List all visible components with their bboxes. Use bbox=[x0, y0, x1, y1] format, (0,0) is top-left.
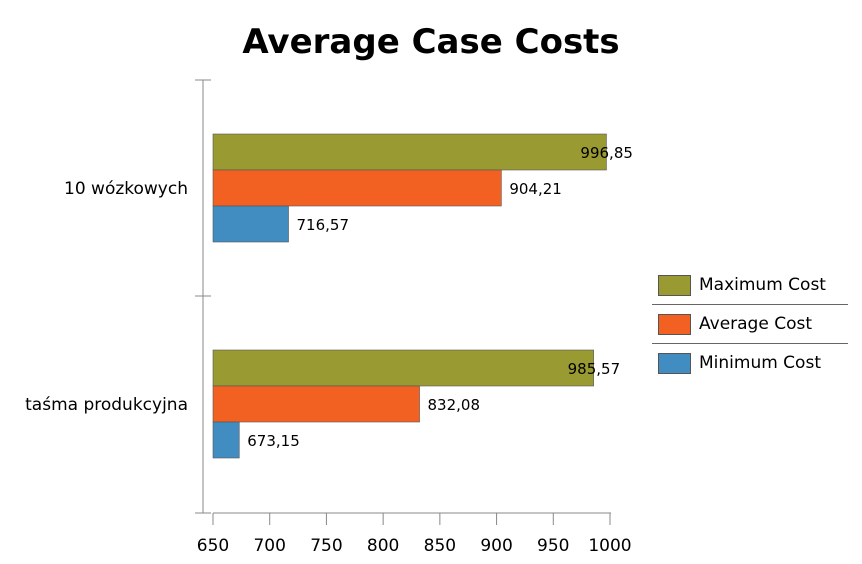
bar bbox=[212, 349, 594, 387]
bar-value-label: 832,08 bbox=[428, 396, 481, 414]
legend-swatch-maximum bbox=[658, 274, 691, 296]
x-tick-label: 750 bbox=[310, 536, 342, 556]
legend-divider bbox=[652, 304, 848, 305]
legend-label-minimum: Minimum Cost bbox=[699, 353, 821, 373]
axes-group: 650 700 750 800 850 900 950 1000 bbox=[195, 79, 632, 556]
bar-value-label: 996,85 bbox=[580, 144, 633, 162]
legend-item-maximum: Maximum Cost bbox=[652, 266, 850, 304]
bar-value-label: 904,21 bbox=[509, 180, 562, 198]
x-tick-label: 800 bbox=[367, 536, 399, 556]
legend-divider bbox=[652, 343, 848, 344]
labels-group: 10 wózkowych 996,85 904,21 716,57 taśma prod… bbox=[25, 144, 633, 450]
legend-label-maximum: Maximum Cost bbox=[699, 275, 826, 295]
category-label: 10 wózkowych bbox=[64, 179, 188, 199]
category-label: taśma produkcyjna bbox=[25, 395, 188, 415]
x-tick-label: 1000 bbox=[588, 536, 631, 556]
bar-value-label: 716,57 bbox=[297, 216, 350, 234]
x-tick-label: 950 bbox=[537, 536, 569, 556]
bar-value-label: 673,15 bbox=[247, 432, 300, 450]
legend-swatch-minimum bbox=[658, 352, 691, 374]
bar bbox=[212, 133, 607, 171]
chart-title: Average Case Costs bbox=[242, 22, 620, 62]
bar bbox=[212, 169, 502, 207]
bar bbox=[212, 205, 289, 243]
legend-item-minimum: Minimum Cost bbox=[652, 344, 850, 382]
legend: Maximum Cost Average Cost Minimum Cost bbox=[652, 266, 850, 382]
x-tick-label: 900 bbox=[480, 536, 512, 556]
bar bbox=[212, 421, 240, 459]
legend-label-average: Average Cost bbox=[699, 314, 813, 334]
x-tick-label: 700 bbox=[253, 536, 285, 556]
x-tick-label: 650 bbox=[197, 536, 229, 556]
bar-value-label: 985,57 bbox=[568, 360, 621, 378]
legend-swatch-average bbox=[658, 313, 691, 335]
legend-item-average: Average Cost bbox=[652, 305, 850, 343]
bar bbox=[212, 385, 420, 423]
bars-group bbox=[212, 133, 607, 459]
x-tick-label: 850 bbox=[424, 536, 456, 556]
